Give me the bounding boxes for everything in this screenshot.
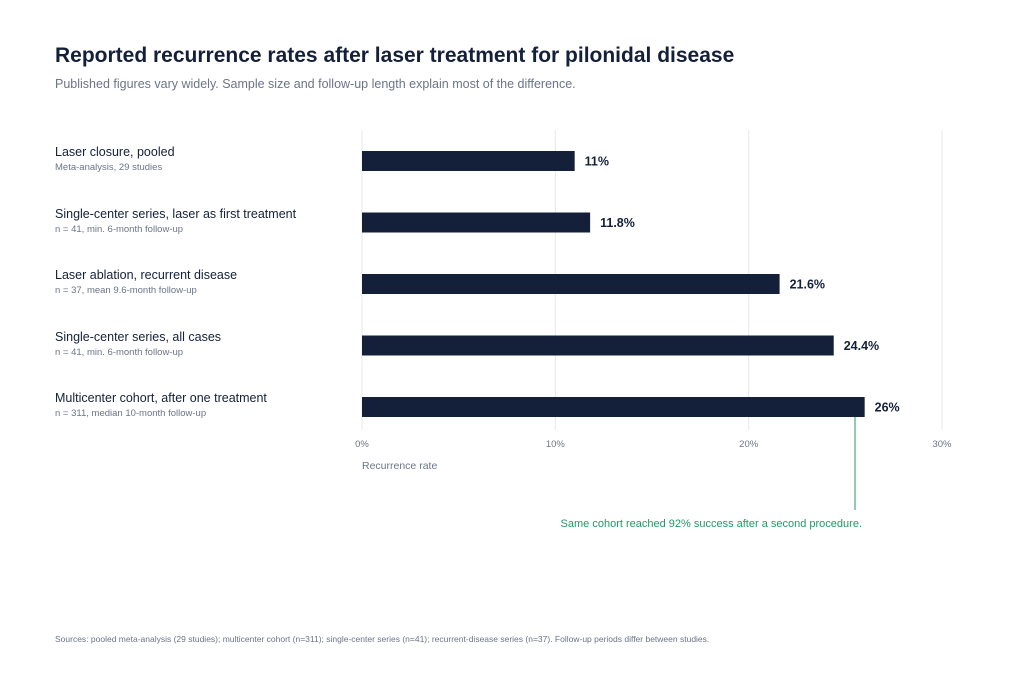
annotation-text: Same cohort reached 92% success after a … <box>561 518 862 530</box>
bar-value-label: 26% <box>875 401 900 415</box>
category-note: Meta-analysis, 29 studies <box>55 162 163 173</box>
category-name: Single-center series, laser as first tre… <box>55 206 297 221</box>
category-label: Laser closure, pooled Meta-analysis, 29 s… <box>55 145 355 173</box>
x-axis-title: Recurrence rate <box>362 460 437 472</box>
category-name: Multicenter cohort, after one treatment <box>55 391 267 405</box>
category-note: n = 37, mean 9.6-month follow-up <box>55 285 197 296</box>
category-note: n = 41, min. 6-month follow-up <box>55 346 184 358</box>
bar <box>362 397 865 417</box>
bar <box>362 151 575 171</box>
category-label: Single-center series, all cases n = 41, m… <box>55 330 355 358</box>
chart-title: Reported recurrence rates after laser tr… <box>55 44 735 67</box>
category-label: Multicenter cohort, after one treatment n… <box>55 391 355 419</box>
x-tick-label: 0% <box>355 439 369 450</box>
chart-subtitle: Published figures vary widely. Sample si… <box>55 77 576 91</box>
x-tick-label: 10% <box>546 439 566 450</box>
source-footnote: Sources: pooled meta-analysis (29 studie… <box>55 634 710 644</box>
x-tick-label: 20% <box>739 439 759 450</box>
category-label: Laser ablation, recurrent disease n = 37,… <box>55 268 355 296</box>
bar-value-label: 11.8% <box>600 216 635 230</box>
category-name: Laser closure, pooled <box>55 145 175 159</box>
bar <box>362 335 834 356</box>
category-name: Laser ablation, recurrent disease <box>55 268 238 282</box>
x-tick-label: 30% <box>932 439 952 450</box>
category-label: Single-center series, laser as first tre… <box>55 207 355 235</box>
bar <box>362 274 780 294</box>
bar-value-label: 24.4% <box>844 339 879 353</box>
category-note: n = 41, min. 6-month follow-up <box>55 223 184 235</box>
category-note: n = 311, median 10-month follow-up <box>55 408 207 419</box>
bar <box>362 212 591 233</box>
bar-value-label: 21.6% <box>790 278 825 292</box>
bar-value-label: 11% <box>585 155 609 169</box>
category-name: Single-center series, all cases <box>55 329 222 344</box>
